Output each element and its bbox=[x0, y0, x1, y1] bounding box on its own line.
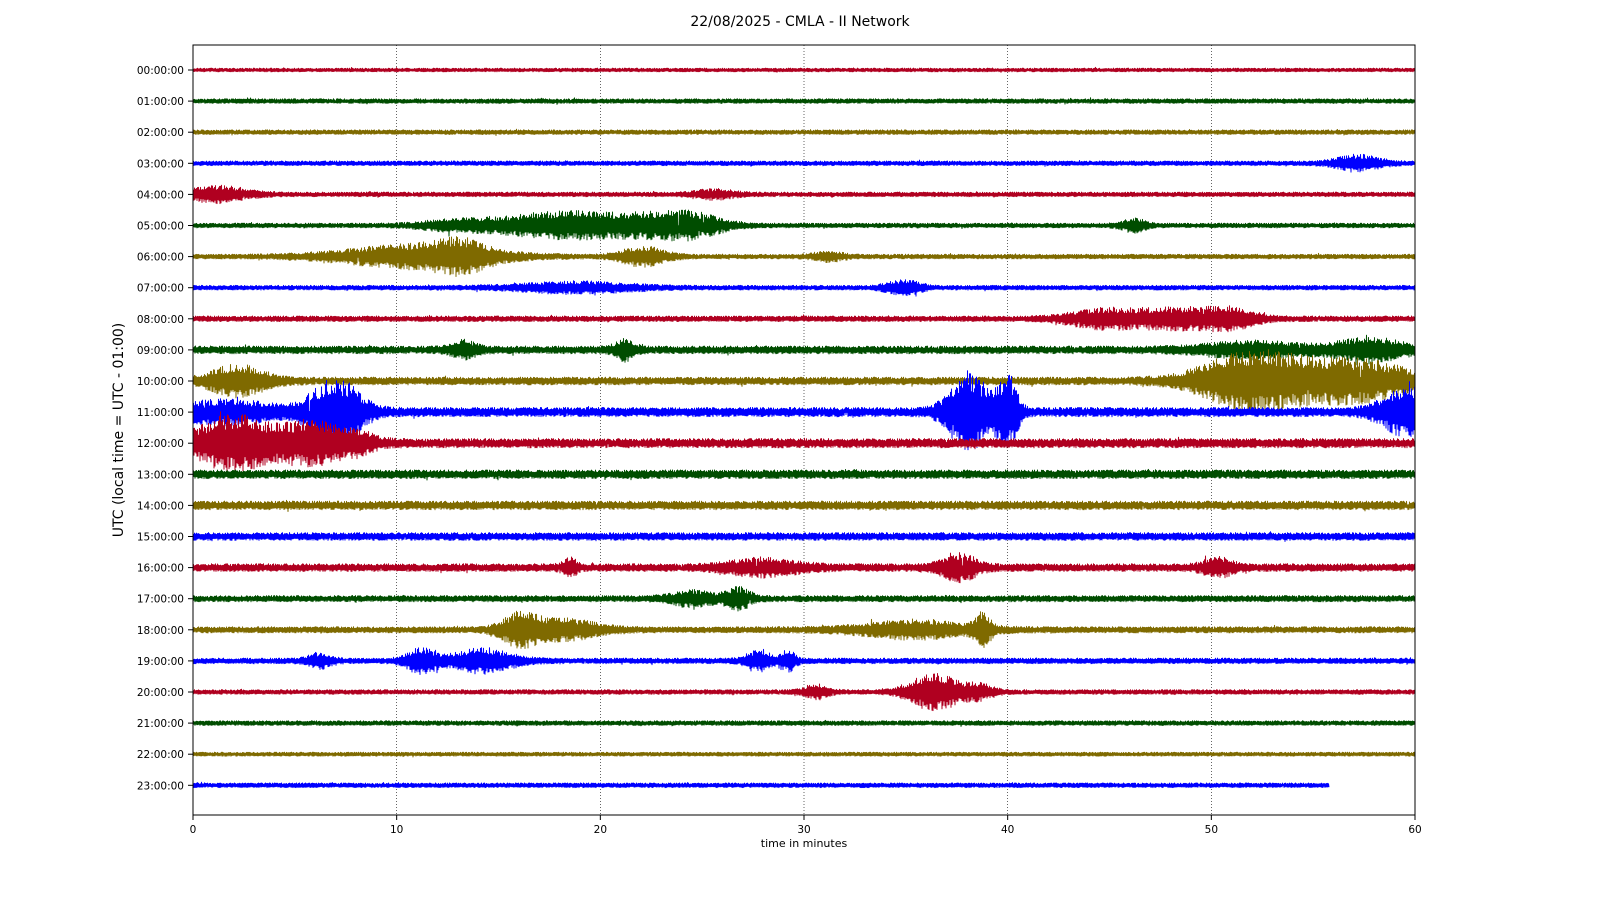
y-tick-label: 20:00:00 bbox=[137, 687, 184, 699]
x-tick-label-50: 50 bbox=[1205, 824, 1218, 836]
trace-23-00-00 bbox=[192, 781, 1330, 789]
y-tick-label: 12:00:00 bbox=[137, 438, 184, 450]
trace-16-00-00 bbox=[192, 552, 1416, 584]
y-tick-label: 00:00:00 bbox=[137, 65, 184, 77]
grid-layer bbox=[396, 45, 1212, 815]
trace-05-00-00 bbox=[192, 209, 1416, 242]
y-tick-label: 17:00:00 bbox=[137, 594, 184, 606]
trace-06-00-00 bbox=[192, 236, 1416, 278]
y-tick-label: 14:00:00 bbox=[137, 500, 184, 512]
trace-08-00-00 bbox=[192, 305, 1416, 333]
trace-07-00-00 bbox=[192, 279, 1416, 297]
y-tick-label: 08:00:00 bbox=[137, 314, 184, 326]
trace-20-00-00 bbox=[192, 673, 1416, 712]
y-tick-label: 21:00:00 bbox=[137, 718, 184, 730]
y-tick-label: 16:00:00 bbox=[137, 563, 184, 575]
trace-15-00-00 bbox=[192, 531, 1416, 542]
y-tick-label: 01:00:00 bbox=[137, 96, 184, 108]
y-tick-label: 22:00:00 bbox=[137, 749, 184, 761]
trace-22-00-00 bbox=[192, 751, 1416, 758]
axes-layer: 0 10 20 30 40 50 60 00:00:00 01:00:00 02:00:00 03:… bbox=[137, 65, 1422, 836]
trace-21-00-00 bbox=[192, 719, 1416, 727]
x-tick-label-20: 20 bbox=[594, 824, 607, 836]
y-tick-label: 10:00:00 bbox=[137, 376, 184, 388]
traces-layer bbox=[192, 66, 1416, 789]
y-axis-label: UTC (local time = UTC - 01:00) bbox=[111, 323, 127, 538]
trace-19-00-00 bbox=[192, 647, 1416, 675]
y-tick-label: 05:00:00 bbox=[137, 221, 184, 233]
trace-03-00-00 bbox=[192, 153, 1416, 173]
x-tick-label-60: 60 bbox=[1408, 824, 1421, 836]
trace-10-00-00 bbox=[192, 349, 1416, 414]
trace-04-00-00 bbox=[192, 184, 1416, 205]
y-tick-label: 23:00:00 bbox=[137, 780, 184, 792]
chart-title: 22/08/2025 - CMLA - II Network bbox=[690, 14, 910, 30]
x-tick-label-10: 10 bbox=[390, 824, 403, 836]
y-tick-label: 06:00:00 bbox=[137, 252, 184, 264]
y-tick-label: 09:00:00 bbox=[137, 345, 184, 357]
x-tick-label-30: 30 bbox=[797, 824, 810, 836]
y-tick-label: 03:00:00 bbox=[137, 158, 184, 170]
trace-09-00-00 bbox=[192, 334, 1416, 366]
trace-14-00-00 bbox=[192, 499, 1416, 513]
trace-00-00-00 bbox=[192, 66, 1416, 73]
trace-01-00-00 bbox=[192, 97, 1416, 105]
x-axis-label: time in minutes bbox=[761, 837, 848, 850]
trace-12-00-00 bbox=[192, 411, 1416, 473]
y-tick-label: 04:00:00 bbox=[137, 189, 184, 201]
trace-17-00-00 bbox=[192, 585, 1416, 612]
y-tick-label: 07:00:00 bbox=[137, 283, 184, 295]
trace-13-00-00 bbox=[192, 468, 1416, 481]
y-tick-label: 02:00:00 bbox=[137, 127, 184, 139]
x-tick-label-0: 0 bbox=[190, 824, 197, 836]
y-tick-label: 13:00:00 bbox=[137, 469, 184, 481]
trace-02-00-00 bbox=[192, 128, 1416, 137]
y-tick-label: 19:00:00 bbox=[137, 656, 184, 668]
y-tick-label: 15:00:00 bbox=[137, 532, 184, 544]
trace-18-00-00 bbox=[192, 610, 1416, 649]
y-tick-label: 11:00:00 bbox=[137, 407, 184, 419]
y-tick-label: 18:00:00 bbox=[137, 625, 184, 637]
x-tick-label-40: 40 bbox=[1001, 824, 1014, 836]
trace-11-00-00 bbox=[192, 370, 1416, 451]
